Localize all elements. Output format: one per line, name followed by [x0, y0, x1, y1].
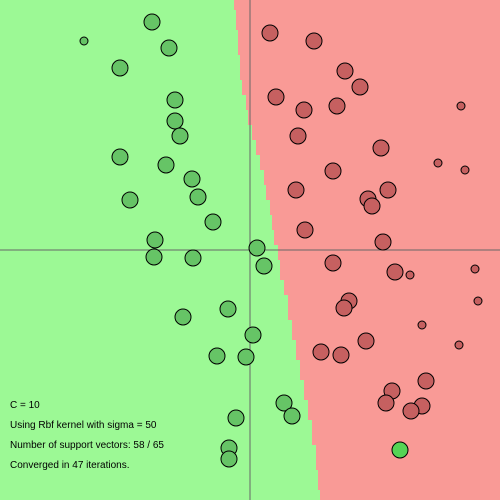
negative-point[interactable] [454, 340, 464, 350]
positive-point[interactable] [145, 248, 163, 266]
positive-point[interactable] [220, 450, 238, 468]
positive-point[interactable] [146, 231, 164, 249]
negative-point[interactable] [261, 24, 279, 42]
positive-point[interactable] [184, 249, 202, 267]
positive-point[interactable] [157, 156, 175, 174]
positive-point[interactable] [227, 409, 245, 427]
negative-point[interactable] [405, 270, 415, 280]
positive-point[interactable] [174, 308, 192, 326]
negative-point[interactable] [377, 394, 395, 412]
iterations-text: Converged in 47 iterations. [10, 460, 130, 471]
negative-point[interactable] [324, 254, 342, 272]
positive-point[interactable] [189, 188, 207, 206]
negative-point[interactable] [357, 332, 375, 350]
data-points[interactable] [79, 13, 483, 468]
negative-point[interactable] [267, 88, 285, 106]
positive-point[interactable] [143, 13, 161, 31]
positive-point[interactable] [111, 59, 129, 77]
positive-point[interactable] [244, 326, 262, 344]
negative-point[interactable] [386, 263, 404, 281]
negative-point[interactable] [417, 320, 427, 330]
negative-point[interactable] [296, 221, 314, 239]
negative-point[interactable] [328, 97, 346, 115]
negative-point[interactable] [287, 181, 305, 199]
positive-point[interactable] [255, 257, 273, 275]
positive-point[interactable] [204, 213, 222, 231]
positive-point[interactable] [79, 36, 89, 46]
negative-point[interactable] [402, 402, 420, 420]
negative-point[interactable] [473, 296, 483, 306]
negative-point[interactable] [336, 62, 354, 80]
negative-point[interactable] [374, 233, 392, 251]
positive-point[interactable] [219, 300, 237, 318]
negative-point[interactable] [335, 299, 353, 317]
positive-point[interactable] [166, 91, 184, 109]
negative-point[interactable] [289, 127, 307, 145]
negative-point[interactable] [295, 101, 313, 119]
positive-point[interactable] [275, 394, 293, 412]
kernel-text: Using Rbf kernel with sigma = 50 [10, 420, 157, 431]
info-panel: C = 10 Using Rbf kernel with sigma = 50 … [10, 396, 164, 476]
support-vectors-text: Number of support vectors: 58 / 65 [10, 440, 164, 451]
negative-point[interactable] [372, 139, 390, 157]
positive-point[interactable] [208, 347, 226, 365]
highlighted-positive-point[interactable] [391, 441, 409, 459]
positive-point[interactable] [183, 170, 201, 188]
negative-point[interactable] [456, 101, 466, 111]
negative-point[interactable] [305, 32, 323, 50]
positive-point[interactable] [121, 191, 139, 209]
negative-point[interactable] [470, 264, 480, 274]
positive-point[interactable] [160, 39, 178, 57]
positive-point[interactable] [283, 407, 301, 425]
positive-point[interactable] [171, 127, 189, 145]
negative-point[interactable] [312, 343, 330, 361]
negative-point[interactable] [460, 165, 470, 175]
positive-point[interactable] [111, 148, 129, 166]
positive-point[interactable] [166, 112, 184, 130]
positive-point[interactable] [237, 348, 255, 366]
negative-point[interactable] [324, 162, 342, 180]
negative-point[interactable] [363, 197, 381, 215]
negative-point[interactable] [351, 78, 369, 96]
negative-point[interactable] [417, 372, 435, 390]
negative-point[interactable] [332, 346, 350, 364]
c-parameter-text: C = 10 [10, 400, 40, 411]
negative-point[interactable] [379, 181, 397, 199]
negative-point[interactable] [433, 158, 443, 168]
positive-point[interactable] [248, 239, 266, 257]
